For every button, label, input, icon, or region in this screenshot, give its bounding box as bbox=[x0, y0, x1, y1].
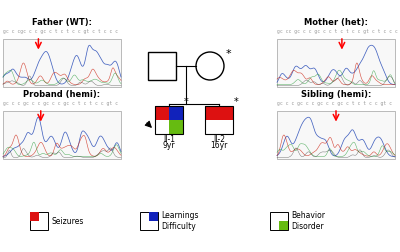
Text: II-1: II-1 bbox=[163, 135, 175, 144]
Text: Seizures: Seizures bbox=[51, 216, 83, 226]
Text: Proband (hemi):: Proband (hemi): bbox=[24, 90, 100, 99]
Bar bbox=[270, 212, 288, 230]
Bar bbox=[3, 39, 121, 87]
Text: Mother (het):: Mother (het): bbox=[304, 18, 368, 27]
Text: Sibling (hemi):: Sibling (hemi): bbox=[301, 90, 371, 99]
Text: 16yr: 16yr bbox=[210, 141, 228, 150]
Bar bbox=[205, 106, 233, 134]
Bar bbox=[30, 212, 48, 230]
Text: Behavior
Disorder: Behavior Disorder bbox=[291, 211, 325, 231]
Text: *: * bbox=[234, 97, 239, 107]
Bar bbox=[30, 212, 39, 221]
Bar bbox=[279, 221, 288, 230]
Text: gc c c gc c c gc c c gc c t c t c c gt c: gc c c gc c c gc c c gc c t c t c c gt c bbox=[277, 102, 392, 107]
Bar bbox=[148, 52, 176, 80]
Bar bbox=[149, 212, 158, 221]
Bar bbox=[155, 106, 169, 120]
Bar bbox=[277, 111, 395, 159]
Bar bbox=[3, 111, 121, 159]
Bar bbox=[277, 39, 395, 87]
Text: Father (WT):: Father (WT): bbox=[32, 18, 92, 27]
Bar bbox=[155, 106, 183, 134]
Circle shape bbox=[196, 52, 224, 80]
Text: II-2: II-2 bbox=[213, 135, 225, 144]
Bar bbox=[169, 120, 183, 134]
Text: gc c c gc c c gc c c gc c t c t c c gt c: gc c c gc c c gc c c gc c t c t c c gt c bbox=[3, 102, 118, 107]
Text: Learnings
Difficulty: Learnings Difficulty bbox=[161, 211, 198, 231]
Bar bbox=[140, 212, 158, 230]
Bar bbox=[169, 106, 183, 120]
Bar bbox=[205, 106, 233, 120]
Text: 9yr: 9yr bbox=[163, 141, 175, 150]
Bar bbox=[205, 120, 233, 134]
Text: gc cc gc c c gc c c t c t c c gt c t c c c: gc cc gc c c gc c c t c t c c gt c t c c… bbox=[277, 29, 398, 35]
Text: gc c cgc c c gc c t c t c c gt c t c c c: gc c cgc c c gc c t c t c c gt c t c c c bbox=[3, 29, 118, 35]
Text: *: * bbox=[184, 97, 189, 107]
Bar bbox=[155, 120, 169, 134]
Text: *: * bbox=[226, 49, 232, 59]
